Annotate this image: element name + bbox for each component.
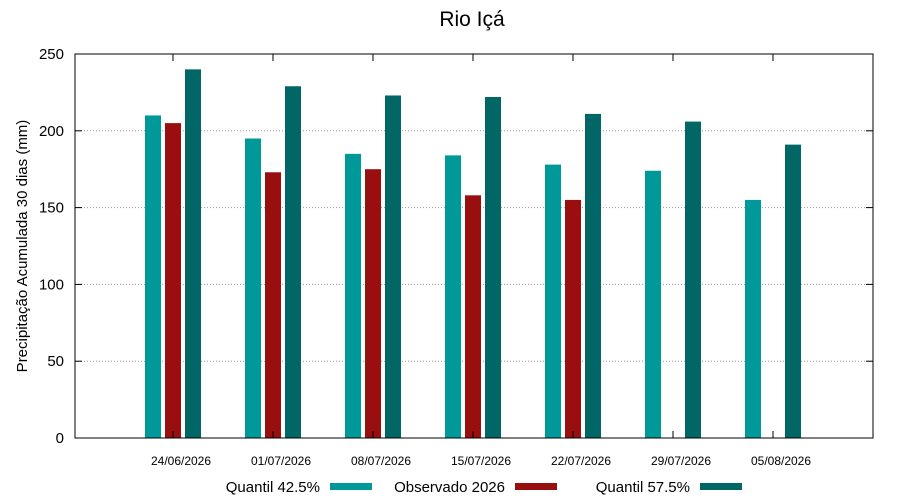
- y-tick-label: 0: [56, 430, 64, 447]
- y-tick-label: 200: [39, 123, 64, 140]
- plot-frame: [74, 53, 874, 439]
- axes: 0 50 100 150 200 250 24/06/2026 01/07/2026 08/07…: [39, 46, 874, 468]
- y-tick-label: 150: [39, 200, 64, 217]
- y-tick-label: 250: [39, 46, 64, 63]
- bar: [745, 199, 761, 438]
- chart-title: Rio Içá: [439, 8, 505, 31]
- legend-swatch: [700, 483, 742, 490]
- bar: [385, 95, 401, 439]
- x-tick-label: 05/08/2026: [751, 454, 811, 468]
- bar: [485, 97, 501, 439]
- x-tick-label: 01/07/2026: [251, 454, 311, 468]
- x-tick-label: 22/07/2026: [551, 454, 611, 468]
- legend-label: Quantil 42.5%: [226, 479, 320, 496]
- legend-swatch: [515, 483, 557, 490]
- bar: [645, 170, 661, 438]
- bar: [145, 115, 161, 438]
- legend-label: Quantil 57.5%: [596, 479, 690, 496]
- bar: [465, 195, 481, 438]
- y-tick-label: 100: [39, 276, 64, 293]
- bar: [445, 155, 461, 438]
- bar: [565, 199, 581, 438]
- bar: [365, 169, 381, 438]
- x-tick-label: 15/07/2026: [451, 454, 511, 468]
- legend-swatch: [330, 483, 372, 490]
- bar: [545, 164, 561, 439]
- bar: [785, 144, 801, 438]
- bar: [685, 121, 701, 439]
- x-tick-label: 08/07/2026: [351, 454, 411, 468]
- bars: [145, 69, 801, 439]
- legend: Quantil 42.5% Observado 2026 Quantil 57.5%: [226, 479, 742, 496]
- x-tick-label: 24/06/2026: [151, 454, 211, 468]
- y-tick-label: 50: [47, 353, 64, 370]
- bar: [265, 172, 281, 438]
- bar: [345, 153, 361, 438]
- x-tick-label: 29/07/2026: [651, 454, 711, 468]
- bar: [245, 138, 261, 439]
- bar: [185, 69, 201, 439]
- bar: [165, 123, 181, 439]
- legend-label: Observado 2026: [394, 479, 505, 496]
- bar: [585, 113, 601, 439]
- y-axis-label: Precipitação Acumulada 30 dias (mm): [14, 120, 31, 373]
- bar: [285, 86, 301, 439]
